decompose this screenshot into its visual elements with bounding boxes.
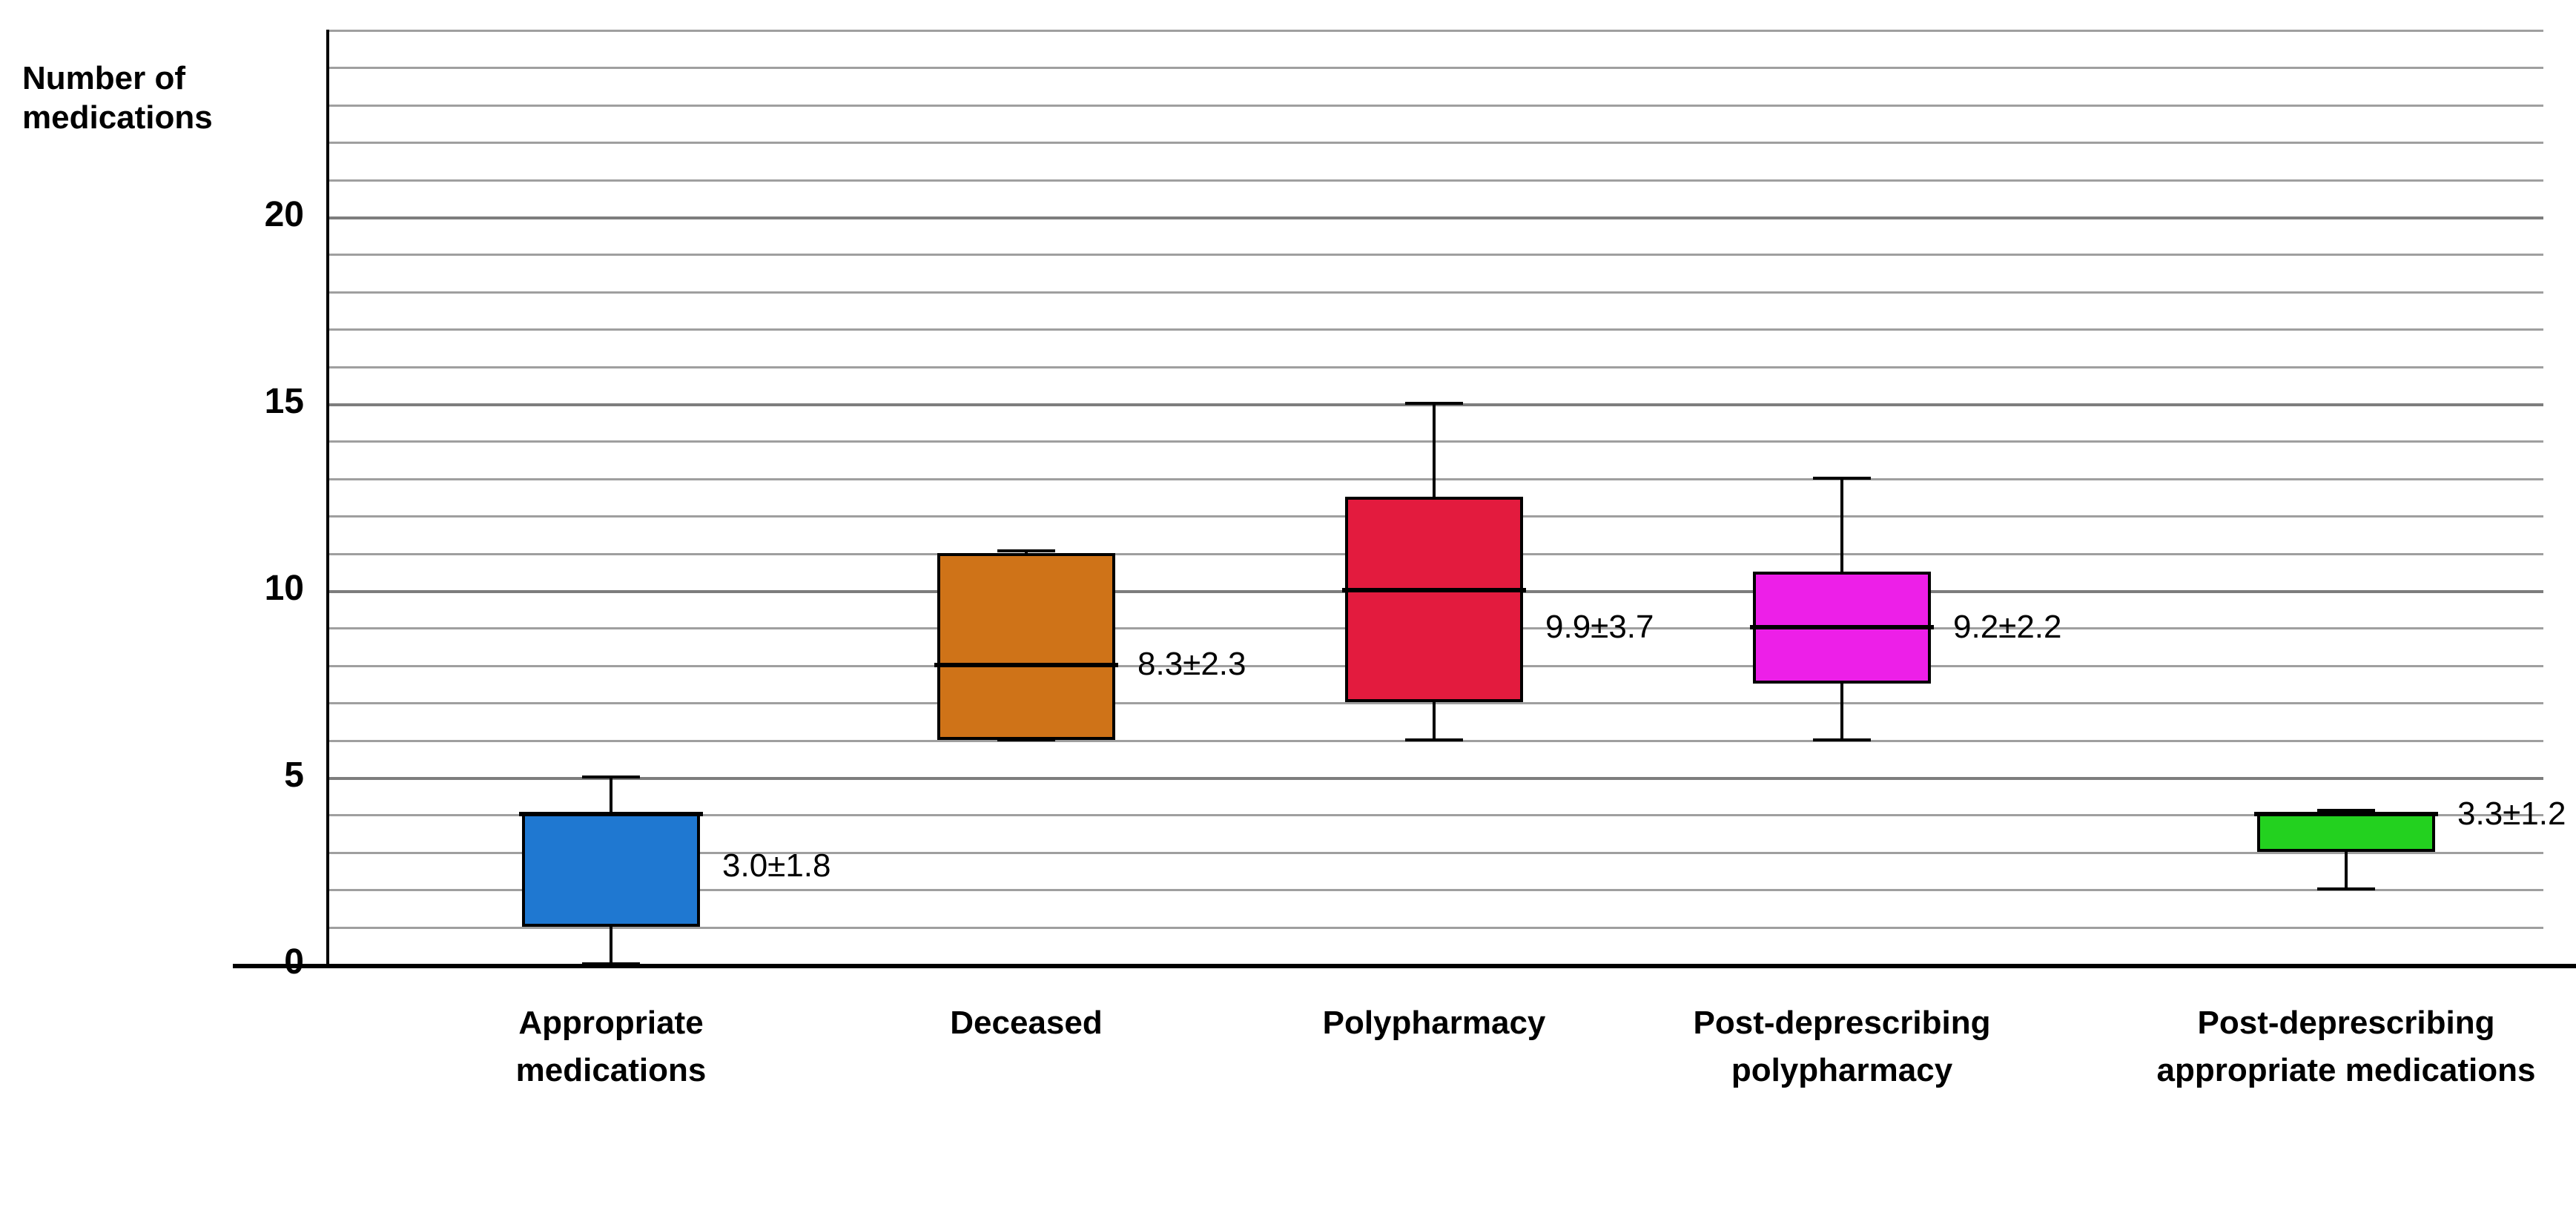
gridline — [329, 478, 2543, 480]
median-line — [1750, 625, 1934, 629]
gridline — [329, 927, 2543, 929]
whisker-cap — [582, 776, 640, 778]
value-label: 3.0±1.8 — [722, 847, 830, 884]
median-line — [519, 812, 703, 816]
whisker-cap — [997, 549, 1055, 552]
whisker-cap — [1813, 738, 1871, 741]
value-label: 3.3±1.2 — [2457, 796, 2566, 833]
median-line — [2254, 812, 2438, 816]
gridline — [329, 440, 2543, 443]
y-tick-label: 5 — [252, 755, 304, 796]
y-tick-label: 10 — [252, 568, 304, 609]
gridline — [329, 142, 2543, 144]
gridline — [329, 702, 2543, 704]
gridline — [329, 291, 2543, 294]
gridline — [329, 366, 2543, 368]
gridline — [329, 777, 2543, 780]
y-tick-label: 20 — [252, 194, 304, 235]
whisker-cap — [1405, 738, 1463, 741]
box — [1345, 497, 1523, 702]
category-label: Polypharmacy — [1204, 999, 1664, 1047]
gridline — [329, 179, 2543, 182]
y-axis-title: Number ofmedications — [22, 59, 304, 138]
gridline — [329, 328, 2543, 331]
gridline — [329, 216, 2543, 219]
category-label: Post-deprescribingpolypharmacy — [1612, 999, 2072, 1094]
gridline — [329, 30, 2543, 32]
gridline — [329, 105, 2543, 107]
y-tick-label: 15 — [252, 381, 304, 422]
median-line — [934, 663, 1118, 667]
median-line — [1342, 588, 1526, 592]
category-label: Appropriatemedications — [381, 999, 841, 1094]
whisker-cap — [1813, 477, 1871, 480]
box — [937, 553, 1115, 740]
whisker-cap — [582, 962, 640, 965]
box — [2257, 813, 2435, 852]
box — [522, 813, 700, 927]
y-tick-label: 0 — [252, 942, 304, 982]
chart-root: Number ofmedications 3.0±1.8Appropriatem… — [0, 0, 2576, 1207]
whisker-cap — [2317, 887, 2375, 890]
category-label: Post-deprescribingappropriate medication… — [2116, 999, 2576, 1094]
value-label: 8.3±2.3 — [1137, 646, 1246, 683]
value-label: 9.9±3.7 — [1545, 609, 1654, 646]
value-label: 9.2±2.2 — [1953, 609, 2061, 646]
gridline — [329, 254, 2543, 256]
gridline — [329, 67, 2543, 69]
plot-area: 3.0±1.8Appropriatemedications8.3±2.3Dece… — [326, 30, 2543, 964]
category-label: Deceased — [796, 999, 1256, 1047]
whisker-cap — [1405, 402, 1463, 405]
